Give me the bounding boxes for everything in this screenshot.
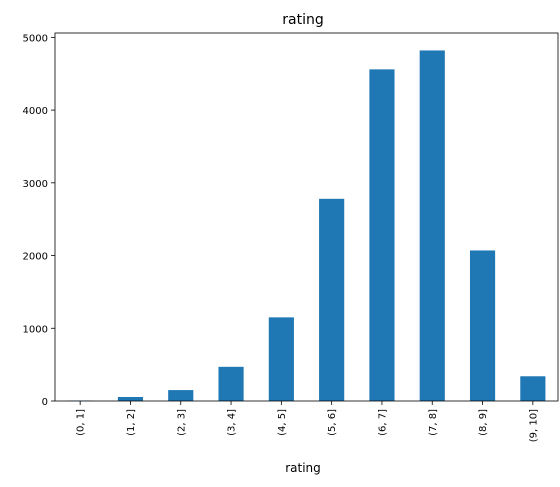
y-axis: 0 1000 2000 3000 4000 5000	[23, 33, 55, 408]
x-axis-label: rating	[285, 461, 321, 475]
y-tick-label: 5000	[23, 33, 48, 44]
y-tick-label: 0	[42, 397, 48, 408]
chart-title: rating	[282, 12, 323, 28]
bar	[419, 50, 445, 402]
x-tick-label: (9, 10]	[528, 409, 539, 442]
x-tick-label: (3, 4]	[227, 409, 238, 436]
bar	[369, 69, 395, 401]
x-tick-label: (8, 9]	[478, 409, 489, 436]
bar	[520, 376, 546, 401]
y-tick-label: 1000	[23, 324, 48, 335]
y-tick-label: 4000	[23, 106, 48, 117]
x-tick-label: (6, 7]	[377, 409, 388, 436]
bar	[469, 250, 496, 401]
x-tick-label: (5, 6]	[327, 409, 338, 436]
plot-area	[67, 50, 546, 402]
x-tick-label: (2, 3]	[176, 409, 187, 436]
bar	[218, 366, 244, 401]
plot-frame	[54, 32, 559, 402]
x-tick-label: (0, 1]	[76, 409, 87, 436]
x-tick-label: (1, 2]	[126, 409, 137, 436]
y-tick-label: 2000	[23, 252, 48, 263]
bar	[319, 198, 345, 401]
x-tick-label: (7, 8]	[428, 409, 439, 436]
x-axis: (0, 1] (1, 2] (2, 3] (3, 4] (4, 5] (5, 6] (6, …	[76, 401, 539, 442]
bar	[168, 390, 194, 401]
y-tick-label: 3000	[23, 179, 48, 190]
x-tick-label: (4, 5]	[277, 409, 288, 436]
bar	[268, 317, 294, 401]
bar	[117, 397, 144, 401]
